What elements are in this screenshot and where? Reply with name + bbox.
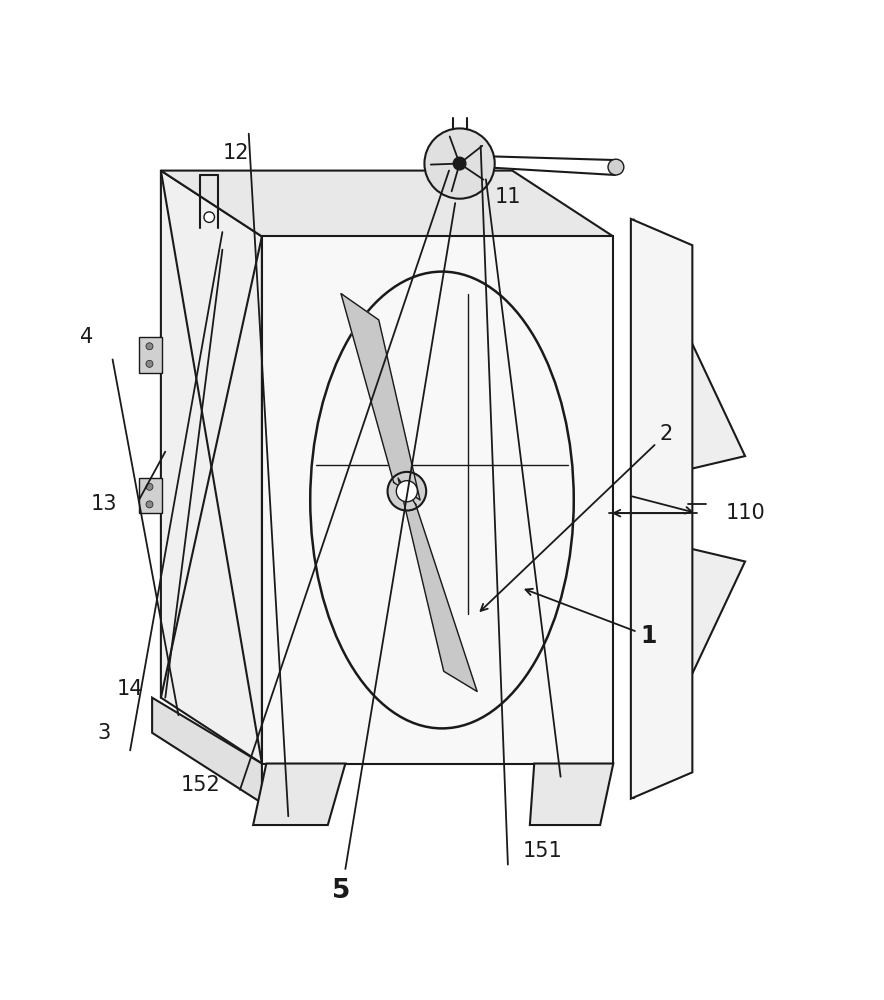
Polygon shape: [634, 219, 745, 482]
Text: 2: 2: [481, 424, 673, 611]
Circle shape: [146, 501, 153, 508]
Circle shape: [146, 360, 153, 367]
Circle shape: [453, 157, 466, 170]
Polygon shape: [341, 294, 420, 500]
Circle shape: [387, 472, 426, 511]
Polygon shape: [152, 698, 262, 803]
Text: 12: 12: [222, 143, 248, 163]
Text: 4: 4: [80, 327, 93, 347]
Polygon shape: [398, 478, 477, 692]
Text: 3: 3: [97, 723, 110, 743]
Text: 1: 1: [526, 589, 657, 648]
Polygon shape: [631, 219, 692, 799]
Polygon shape: [161, 171, 613, 236]
Text: 14: 14: [117, 679, 143, 699]
Circle shape: [146, 343, 153, 350]
Circle shape: [396, 481, 417, 502]
Text: 13: 13: [90, 494, 117, 514]
Polygon shape: [161, 171, 262, 764]
Text: 151: 151: [523, 841, 563, 861]
Polygon shape: [634, 535, 745, 799]
Polygon shape: [530, 764, 613, 825]
Text: 5: 5: [332, 878, 350, 904]
Text: 11: 11: [495, 187, 522, 207]
Circle shape: [146, 483, 153, 490]
Polygon shape: [253, 764, 346, 825]
Text: 152: 152: [180, 775, 220, 795]
Text: 110: 110: [725, 503, 765, 523]
Polygon shape: [262, 236, 613, 764]
Circle shape: [608, 159, 624, 175]
Bar: [139, 478, 162, 513]
Circle shape: [424, 128, 495, 199]
Circle shape: [204, 212, 215, 222]
Bar: [139, 337, 162, 373]
